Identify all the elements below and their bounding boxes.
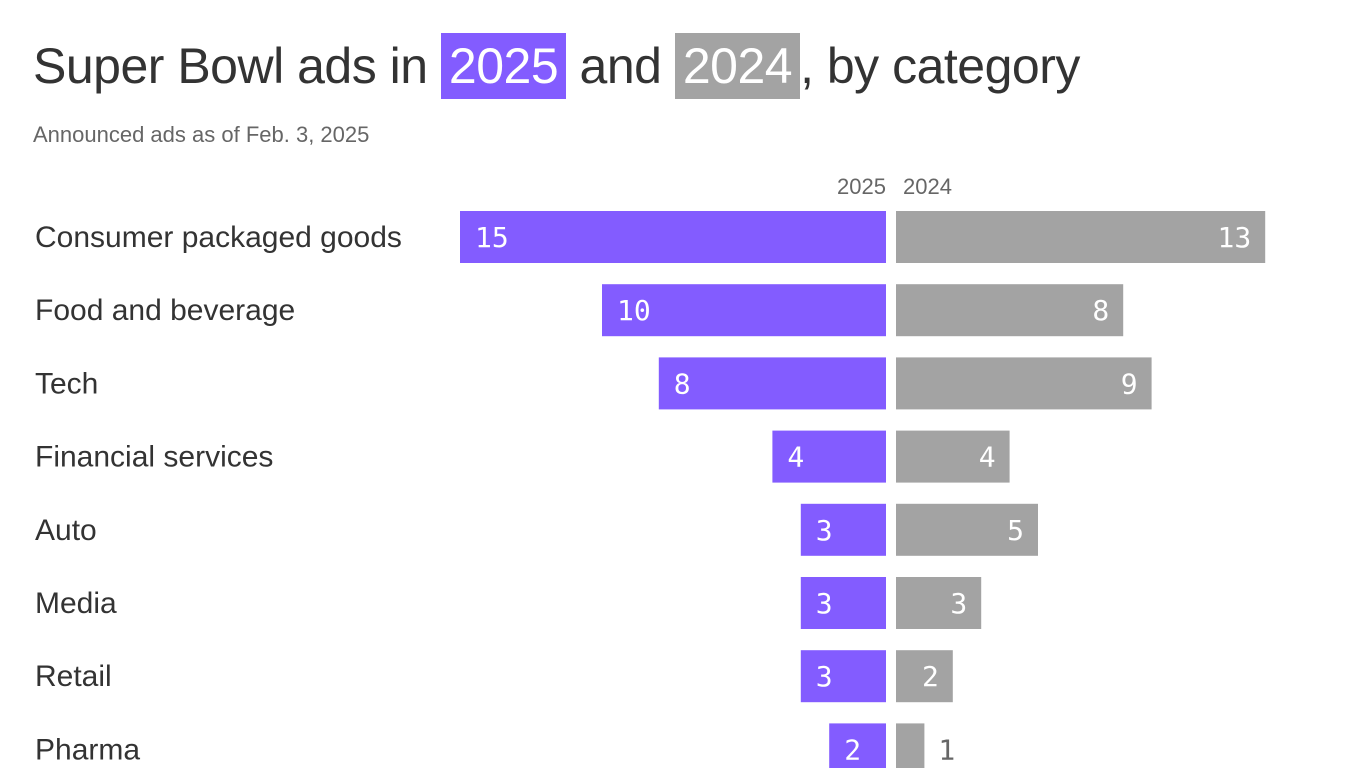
bar-2024-tech bbox=[896, 357, 1152, 410]
bar-2024-retail bbox=[896, 650, 953, 703]
title-prefix: Super Bowl ads in bbox=[33, 38, 441, 94]
value-label-2024-media: 3 bbox=[950, 587, 967, 620]
bar-2025-auto bbox=[800, 503, 886, 556]
title-year-2025: 2025 bbox=[440, 33, 567, 99]
value-label-2025-food-and-beverage: 10 bbox=[617, 294, 651, 327]
value-label-2024-pharma: 1 bbox=[938, 733, 955, 766]
bar-2025-pharma bbox=[829, 723, 886, 768]
value-label-2024-food-and-beverage: 8 bbox=[1092, 294, 1109, 327]
category-label-consumer-packaged-goods: Consumer packaged goods bbox=[35, 221, 402, 254]
bar-2024-pharma bbox=[896, 723, 925, 768]
bar-2024-media bbox=[896, 577, 982, 629]
bar-2024-auto bbox=[896, 503, 1038, 556]
value-label-2024-consumer-packaged-goods: 13 bbox=[1217, 221, 1251, 254]
value-label-2025-retail: 3 bbox=[816, 660, 833, 693]
value-label-2024-tech: 9 bbox=[1121, 367, 1138, 400]
bar-2025-retail bbox=[800, 650, 886, 703]
bar-2025-financial-services bbox=[772, 430, 886, 483]
category-label-food-and-beverage: Food and beverage bbox=[35, 294, 295, 327]
value-label-2025-auto: 3 bbox=[816, 514, 833, 547]
bar-2025-food-and-beverage bbox=[602, 284, 886, 337]
value-label-2025-consumer-packaged-goods: 15 bbox=[475, 221, 509, 254]
bar-2025-media bbox=[800, 577, 886, 629]
value-label-2025-media: 3 bbox=[816, 587, 833, 620]
category-label-auto: Auto bbox=[35, 514, 97, 547]
value-label-2024-retail: 2 bbox=[922, 660, 939, 693]
bar-2025-tech bbox=[658, 357, 886, 410]
value-label-2025-tech: 8 bbox=[674, 367, 691, 400]
chart-subtitle: Announced ads as of Feb. 3, 2025 bbox=[33, 122, 370, 147]
category-label-retail: Retail bbox=[35, 660, 112, 693]
category-label-pharma: Pharma bbox=[35, 733, 140, 766]
column-header-2025: 2025 bbox=[837, 174, 886, 199]
bar-2025-consumer-packaged-goods bbox=[460, 211, 886, 263]
value-label-2025-pharma: 2 bbox=[844, 733, 861, 766]
value-label-2024-auto: 5 bbox=[1007, 514, 1024, 547]
value-label-2025-financial-services: 4 bbox=[787, 441, 804, 474]
title-suffix: , by category bbox=[800, 38, 1080, 94]
chart-title: Super Bowl ads in 2025 and 2024, by cate… bbox=[33, 30, 1080, 102]
title-year-2024: 2024 bbox=[674, 33, 801, 99]
title-middle: and bbox=[566, 38, 675, 94]
bar-2024-consumer-packaged-goods bbox=[896, 211, 1266, 263]
category-label-tech: Tech bbox=[35, 367, 98, 400]
value-label-2024-financial-services: 4 bbox=[979, 441, 996, 474]
bar-2024-food-and-beverage bbox=[896, 284, 1124, 337]
category-label-financial-services: Financial services bbox=[35, 441, 273, 474]
column-header-2024: 2024 bbox=[903, 174, 952, 199]
bar-2024-financial-services bbox=[896, 430, 1010, 483]
category-label-media: Media bbox=[35, 587, 117, 620]
